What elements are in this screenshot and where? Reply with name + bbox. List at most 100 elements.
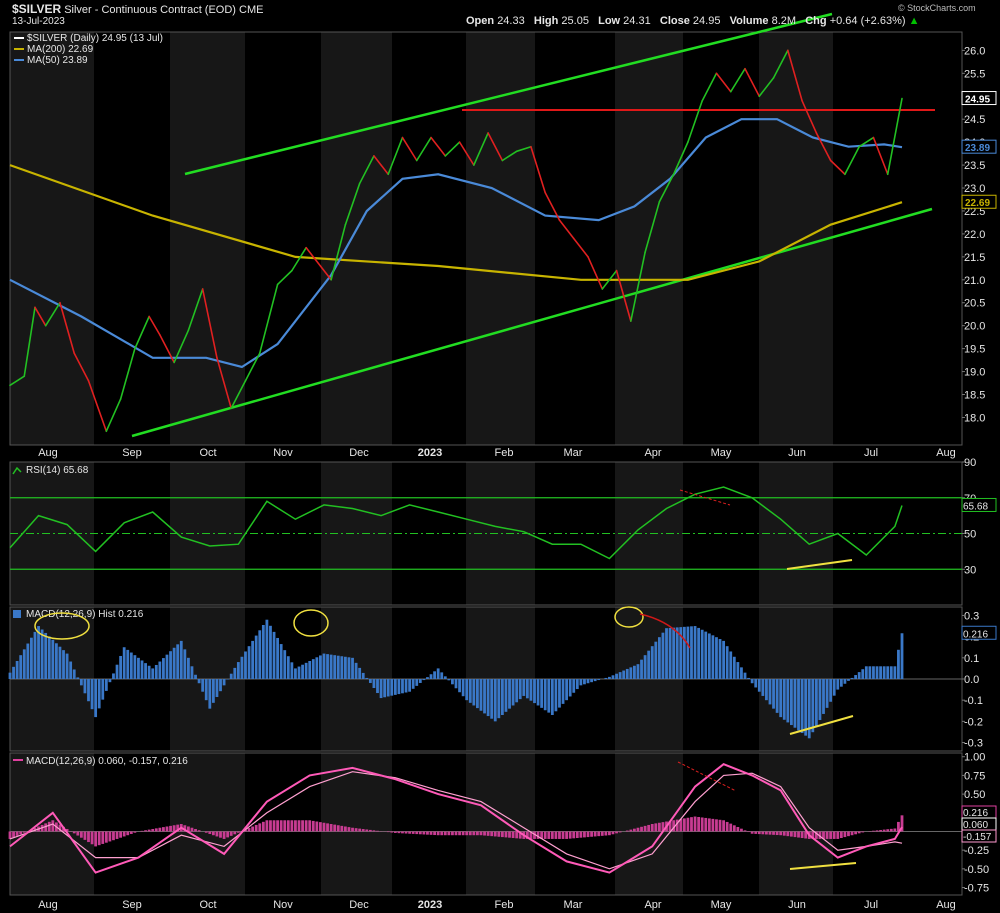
macd-hist2-bar — [197, 830, 201, 832]
macd-hist2-bar — [97, 831, 101, 846]
macd-hist-bar — [129, 652, 133, 679]
macd-hist2-bar — [122, 831, 126, 837]
macd-hist2-bar — [440, 831, 444, 836]
macd-hist-bar — [236, 662, 240, 679]
macd-hist2-bar — [511, 831, 515, 839]
open-label: Open — [466, 15, 495, 27]
macd-hist2-bar — [15, 831, 19, 836]
macd-hist2-bar — [643, 825, 647, 832]
macd-hist2-bar — [126, 831, 130, 836]
macd-hist-bar — [211, 679, 215, 703]
macd-support-line — [789, 715, 854, 735]
macd-hist-bar — [640, 659, 643, 679]
macd-hist2-bar — [729, 823, 733, 832]
macd-tag-text: -0.157 — [963, 832, 992, 843]
macd-hist-bar — [144, 663, 147, 679]
price-segment — [9, 375, 26, 387]
macd-hist-bar — [515, 679, 519, 703]
macd-hist2-bar — [115, 831, 119, 839]
macd-hist-bar — [486, 679, 490, 717]
macd-hist2-bar — [568, 831, 572, 839]
macd-hist2-bar — [433, 831, 436, 836]
macd-hist-bar — [51, 639, 55, 679]
macd-hist2-bar — [222, 831, 226, 839]
macd-hist2-bar — [8, 831, 12, 839]
macd-hist-bar — [47, 636, 51, 679]
macd-hist2-bar — [104, 831, 108, 843]
macd-hist2-bar — [461, 831, 465, 836]
macd-hist2-bar — [386, 831, 390, 833]
macd-hist-bar — [147, 665, 151, 679]
macd-hist-bar — [693, 626, 697, 679]
price-segment — [587, 256, 604, 290]
price-segment — [815, 132, 832, 162]
y-tick-label: 0.75 — [964, 770, 985, 782]
macd-hist-bar — [65, 653, 69, 679]
macd-hist2-bar — [154, 828, 158, 832]
macd-hist-bar — [440, 672, 444, 679]
macd-hist-bar — [893, 666, 897, 679]
price-segment — [34, 306, 47, 327]
macd-hist2-bar — [326, 823, 329, 832]
macd-hist-bar — [611, 675, 615, 679]
macd-hist-bar — [397, 679, 401, 695]
macd-hist-bar — [422, 679, 426, 681]
macd-hist2-bar — [19, 831, 23, 835]
macd-hist2-bar — [351, 827, 354, 832]
macd-hist2-bar — [889, 828, 893, 832]
macd-hist2-bar — [58, 824, 62, 832]
macd-hist-bar — [301, 664, 304, 679]
macd-hist-bar — [261, 625, 265, 679]
price-segment — [701, 72, 718, 102]
macd-hist2-bar — [343, 826, 347, 832]
price-tag-text: 24.95 — [965, 95, 990, 106]
macd-hist-bar — [401, 679, 404, 694]
macd-hist-bar — [58, 646, 62, 679]
macd-hist-bar — [290, 662, 294, 679]
macd-hist-bar — [226, 679, 230, 680]
price-segment — [119, 347, 136, 400]
macd-hist2-bar — [429, 831, 433, 835]
macd-hist2-bar — [572, 831, 576, 839]
macd-hist-bar — [782, 679, 786, 720]
macd-hist-bar — [647, 650, 651, 679]
macd-hist2-bar — [276, 820, 279, 832]
macd-hist2-bar — [500, 831, 504, 838]
macd-hist-bar — [315, 657, 319, 679]
x-tick-label: Nov — [273, 899, 293, 911]
macd-hist-bar — [108, 679, 112, 683]
macd-hist-bar — [754, 679, 758, 688]
panel-frame — [9, 31, 963, 446]
price-tag-box — [961, 91, 997, 106]
macd-hist-bar — [897, 649, 900, 679]
macd-hist2-bar — [690, 817, 693, 832]
y-tick-label: 30 — [964, 564, 976, 576]
macd-hist-bar — [504, 679, 508, 712]
macd-hist-bar — [650, 646, 654, 679]
macd-hist2-bar — [832, 831, 836, 839]
price-tag-box — [961, 194, 997, 209]
macd-hist2-bar — [804, 831, 808, 839]
y-tick-label: -0.50 — [964, 864, 989, 876]
macd-tag-text: 0.060 — [963, 820, 988, 831]
exchange: CME — [239, 4, 264, 16]
macd-hist-bar — [179, 640, 183, 679]
macd-hist-bar — [461, 679, 465, 697]
price-tag-text: 22.69 — [965, 198, 990, 209]
chart-date: 13-Jul-2023 — [12, 16, 65, 27]
up-arrow-icon: ▲ — [908, 15, 920, 27]
macd-hist2-bar — [782, 831, 786, 836]
macd-hist2-bar — [458, 831, 461, 836]
macd-hist-bar — [590, 679, 593, 683]
macd-hist-bar — [368, 679, 372, 683]
macd-hist2-bar — [112, 831, 115, 841]
price-segment — [23, 306, 36, 377]
lower-channel-line — [131, 207, 933, 438]
macd-hist-bar — [404, 679, 408, 693]
macd-hist-bar — [94, 679, 98, 718]
macd-hist-bar — [847, 679, 850, 681]
y-tick-label: 20.0 — [964, 321, 985, 333]
macd-hist-bar — [593, 679, 597, 682]
macd-hist-bar — [818, 679, 822, 721]
macd-hist2-bar — [12, 831, 15, 838]
